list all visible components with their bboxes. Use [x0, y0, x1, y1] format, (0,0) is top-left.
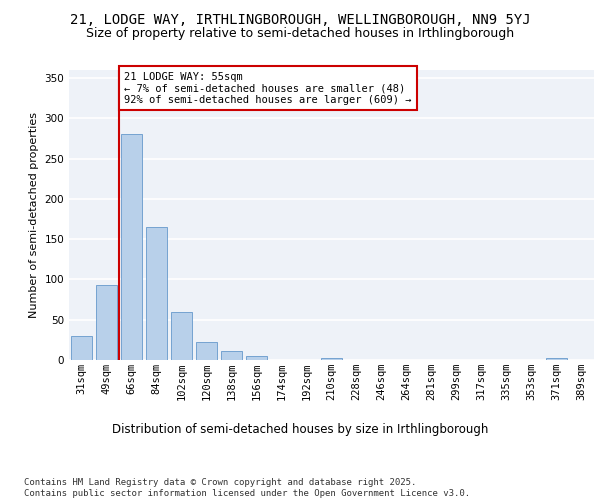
Bar [196, 342, 217, 360]
Text: 21, LODGE WAY, IRTHLINGBOROUGH, WELLINGBOROUGH, NN9 5YJ: 21, LODGE WAY, IRTHLINGBOROUGH, WELLINGB… [70, 12, 530, 26]
Text: 21 LODGE WAY: 55sqm
← 7% of semi-detached houses are smaller (48)
92% of semi-de: 21 LODGE WAY: 55sqm ← 7% of semi-detache… [124, 72, 412, 105]
Y-axis label: Number of semi-detached properties: Number of semi-detached properties [29, 112, 39, 318]
Bar [96, 285, 117, 360]
Bar [121, 134, 142, 360]
Text: Contains HM Land Registry data © Crown copyright and database right 2025.
Contai: Contains HM Land Registry data © Crown c… [24, 478, 470, 498]
Bar [71, 336, 92, 360]
Bar [546, 358, 567, 360]
Bar [171, 312, 192, 360]
Text: Size of property relative to semi-detached houses in Irthlingborough: Size of property relative to semi-detach… [86, 28, 514, 40]
Bar [221, 351, 242, 360]
Bar [246, 356, 267, 360]
Text: Distribution of semi-detached houses by size in Irthlingborough: Distribution of semi-detached houses by … [112, 422, 488, 436]
Bar [146, 227, 167, 360]
Bar [321, 358, 342, 360]
